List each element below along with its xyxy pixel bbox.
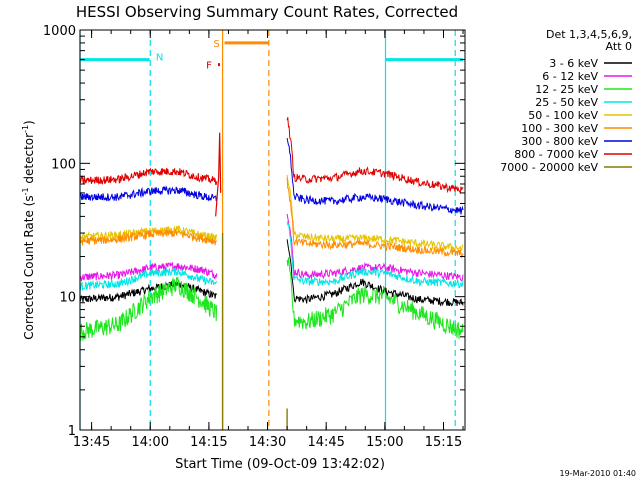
y-axis-label-tail: detector	[22, 133, 36, 188]
y-axis-label-sup: -1	[21, 187, 30, 195]
footer-timestamp: 19-Mar-2010 01:40	[560, 469, 637, 478]
legend-entry: 100 - 300 keV	[521, 122, 598, 135]
x-tick-label: 15:00	[366, 435, 403, 450]
series-line	[79, 276, 218, 341]
series-line	[286, 177, 464, 259]
y-axis-label-sup2: -1	[21, 125, 30, 133]
series-line	[286, 221, 464, 289]
legend-entry: 800 - 7000 keV	[514, 148, 598, 161]
flag-label: N	[156, 53, 163, 64]
x-tick-label: 15:15	[425, 435, 462, 450]
legend-entry: 7000 - 20000 keV	[500, 161, 598, 174]
legend-entry: 50 - 100 keV	[528, 109, 598, 122]
legend-title: Att 0	[606, 40, 632, 53]
series-line	[286, 138, 464, 215]
y-tick-label: 1000	[43, 24, 76, 39]
y-axis-label-close: )	[22, 120, 36, 125]
plot-frame	[79, 29, 466, 431]
y-tick-label: 1	[68, 424, 76, 439]
y-tick-label: 100	[51, 157, 76, 172]
series-line	[286, 213, 464, 282]
legend-entry: 6 - 12 keV	[542, 70, 598, 83]
chart-title: HESSI Observing Summary Count Rates, Cor…	[76, 3, 458, 21]
axes: 13:45 14:00 14:15 14:30 14:45 15:00 15:15 1 10 10…	[43, 24, 466, 450]
x-tick-label: 13:45	[73, 435, 110, 450]
flag-label: F	[206, 61, 212, 72]
x-axis-label: Start Time (09-Oct-09 13:42:02)	[175, 457, 385, 472]
flare-spike	[215, 132, 222, 217]
legend-entry: 300 - 800 keV	[521, 135, 598, 148]
legend-entry: 25 - 50 keV	[535, 96, 598, 109]
series-line	[79, 167, 218, 186]
x-tick-label: 14:45	[307, 435, 344, 450]
series-line	[286, 239, 464, 307]
series-line	[79, 185, 218, 202]
plot-area: N SF	[79, 30, 464, 430]
y-tick-label: 10	[59, 291, 76, 306]
series-line	[286, 257, 464, 339]
y-axis-label: Corrected Count Rate (s-1 detector-1)	[21, 120, 36, 339]
x-tick-label: 14:30	[249, 435, 286, 450]
y-axis-label-main: Corrected Count Rate (s	[22, 195, 36, 339]
legend-title: Det 1,3,4,5,6,9,	[546, 28, 632, 41]
series-line	[79, 267, 218, 292]
x-tick-label: 14:00	[132, 435, 169, 450]
series-line	[79, 227, 218, 246]
series-line	[286, 174, 464, 252]
series-line	[79, 280, 218, 303]
legend-entry: 12 - 25 keV	[535, 83, 598, 96]
series-line	[286, 117, 464, 195]
flag-label: S	[213, 39, 219, 50]
x-tick-label: 14:15	[190, 435, 227, 450]
legend-entry: 3 - 6 keV	[549, 57, 598, 70]
series-line	[79, 261, 218, 282]
